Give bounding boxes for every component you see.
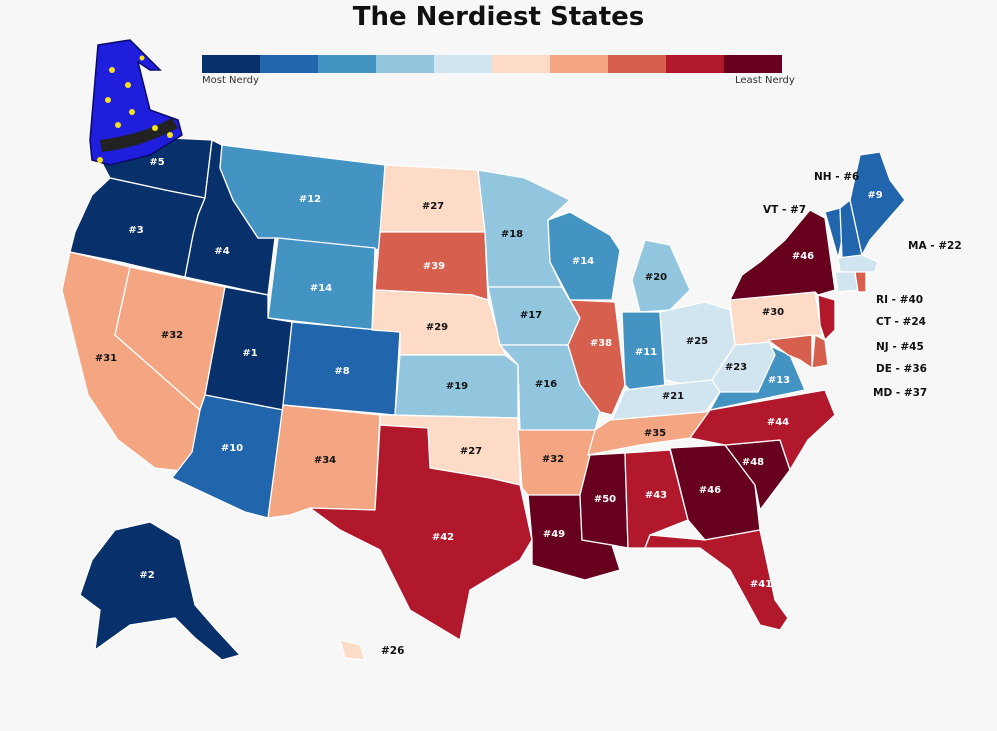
state-label-ma: MA - #22 [908, 240, 962, 252]
state-label-me: #9 [867, 190, 882, 201]
legend-swatch [492, 55, 550, 73]
state-label-nm: #34 [314, 455, 336, 466]
state-label-ia: #17 [520, 310, 542, 321]
state-label-ar: #32 [542, 454, 564, 465]
state-ks[interactable] [394, 354, 519, 419]
legend-swatch [202, 55, 260, 73]
state-label-wy: #14 [310, 283, 332, 294]
state-label-hi: #26 [381, 645, 405, 657]
state-wi[interactable] [547, 211, 621, 301]
state-label-va: #13 [768, 375, 790, 386]
state-label-az: #10 [221, 443, 243, 454]
state-label-mn: #18 [501, 229, 523, 240]
legend-swatch [550, 55, 608, 73]
legend-swatch [666, 55, 724, 73]
state-label-ny: #46 [792, 251, 814, 262]
legend-most-label: Most Nerdy [202, 75, 259, 86]
state-label-wa: #5 [149, 157, 164, 168]
state-ma[interactable] [837, 254, 879, 273]
legend-swatch [608, 55, 666, 73]
state-label-la: #49 [543, 529, 565, 540]
state-label-ks: #19 [446, 381, 468, 392]
state-label-fl: #41 [750, 579, 772, 590]
state-label-pa: #30 [762, 307, 784, 318]
state-label-in: #11 [635, 347, 657, 358]
state-label-mi: #20 [645, 272, 667, 283]
state-label-tn: #35 [644, 428, 666, 439]
state-ct[interactable] [834, 271, 859, 293]
state-label-mo: #16 [535, 379, 557, 390]
state-fl[interactable] [644, 529, 789, 631]
state-ak[interactable] [79, 521, 241, 661]
color-legend [202, 55, 782, 73]
state-label-al: #43 [645, 490, 667, 501]
state-nc[interactable] [689, 389, 836, 471]
state-label-tx: #42 [432, 532, 454, 543]
state-label-ut: #1 [242, 348, 257, 359]
state-label-de: DE - #36 [876, 363, 927, 375]
state-ri[interactable] [854, 271, 867, 293]
state-label-mt: #12 [299, 194, 321, 205]
state-de[interactable] [811, 334, 829, 369]
state-label-il: #38 [590, 338, 612, 349]
state-label-ky: #21 [662, 391, 684, 402]
state-label-ne: #29 [426, 322, 448, 333]
state-il[interactable] [567, 299, 626, 416]
state-label-wv: #23 [725, 362, 747, 373]
hat-stars [97, 55, 173, 163]
state-label-ga: #46 [699, 485, 721, 496]
state-label-co: #8 [334, 366, 349, 377]
state-label-sc: #48 [742, 457, 764, 468]
state-label-sd: #39 [423, 261, 445, 272]
state-label-ak: #2 [139, 570, 154, 581]
state-label-nv: #32 [161, 330, 183, 341]
state-label-nd: #27 [422, 201, 444, 212]
wizard-hat-icon [89, 39, 183, 166]
state-label-nj: NJ - #45 [876, 341, 924, 353]
state-nd[interactable] [379, 164, 486, 233]
state-label-md: MD - #37 [873, 387, 928, 399]
legend-swatch [376, 55, 434, 73]
hat-band [100, 118, 178, 152]
legend-swatch [724, 55, 782, 73]
state-label-nc: #44 [767, 417, 789, 428]
state-label-nh: NH - #6 [814, 171, 860, 183]
legend-swatch [260, 55, 318, 73]
state-label-vt: VT - #7 [763, 204, 807, 216]
state-label-ct: CT - #24 [876, 316, 926, 328]
state-label-ri: RI - #40 [876, 294, 924, 306]
state-label-oh: #25 [686, 336, 708, 347]
state-hi[interactable] [339, 639, 366, 661]
legend-swatch [434, 55, 492, 73]
state-nj[interactable] [817, 294, 836, 341]
state-label-or: #3 [128, 225, 143, 236]
state-label-id: #4 [214, 246, 229, 257]
legend-swatch [318, 55, 376, 73]
state-label-ok: #27 [460, 446, 482, 457]
state-md[interactable] [767, 334, 813, 369]
state-tx[interactable] [309, 424, 533, 641]
state-label-ca: #31 [95, 353, 117, 364]
state-me[interactable] [849, 151, 906, 256]
state-label-ms: #50 [594, 494, 616, 505]
state-ny[interactable] [729, 209, 836, 301]
legend-least-label: Least Nerdy [735, 75, 795, 86]
state-label-wi: #14 [572, 256, 594, 267]
map-title: The Nerdiest States [352, 2, 645, 32]
